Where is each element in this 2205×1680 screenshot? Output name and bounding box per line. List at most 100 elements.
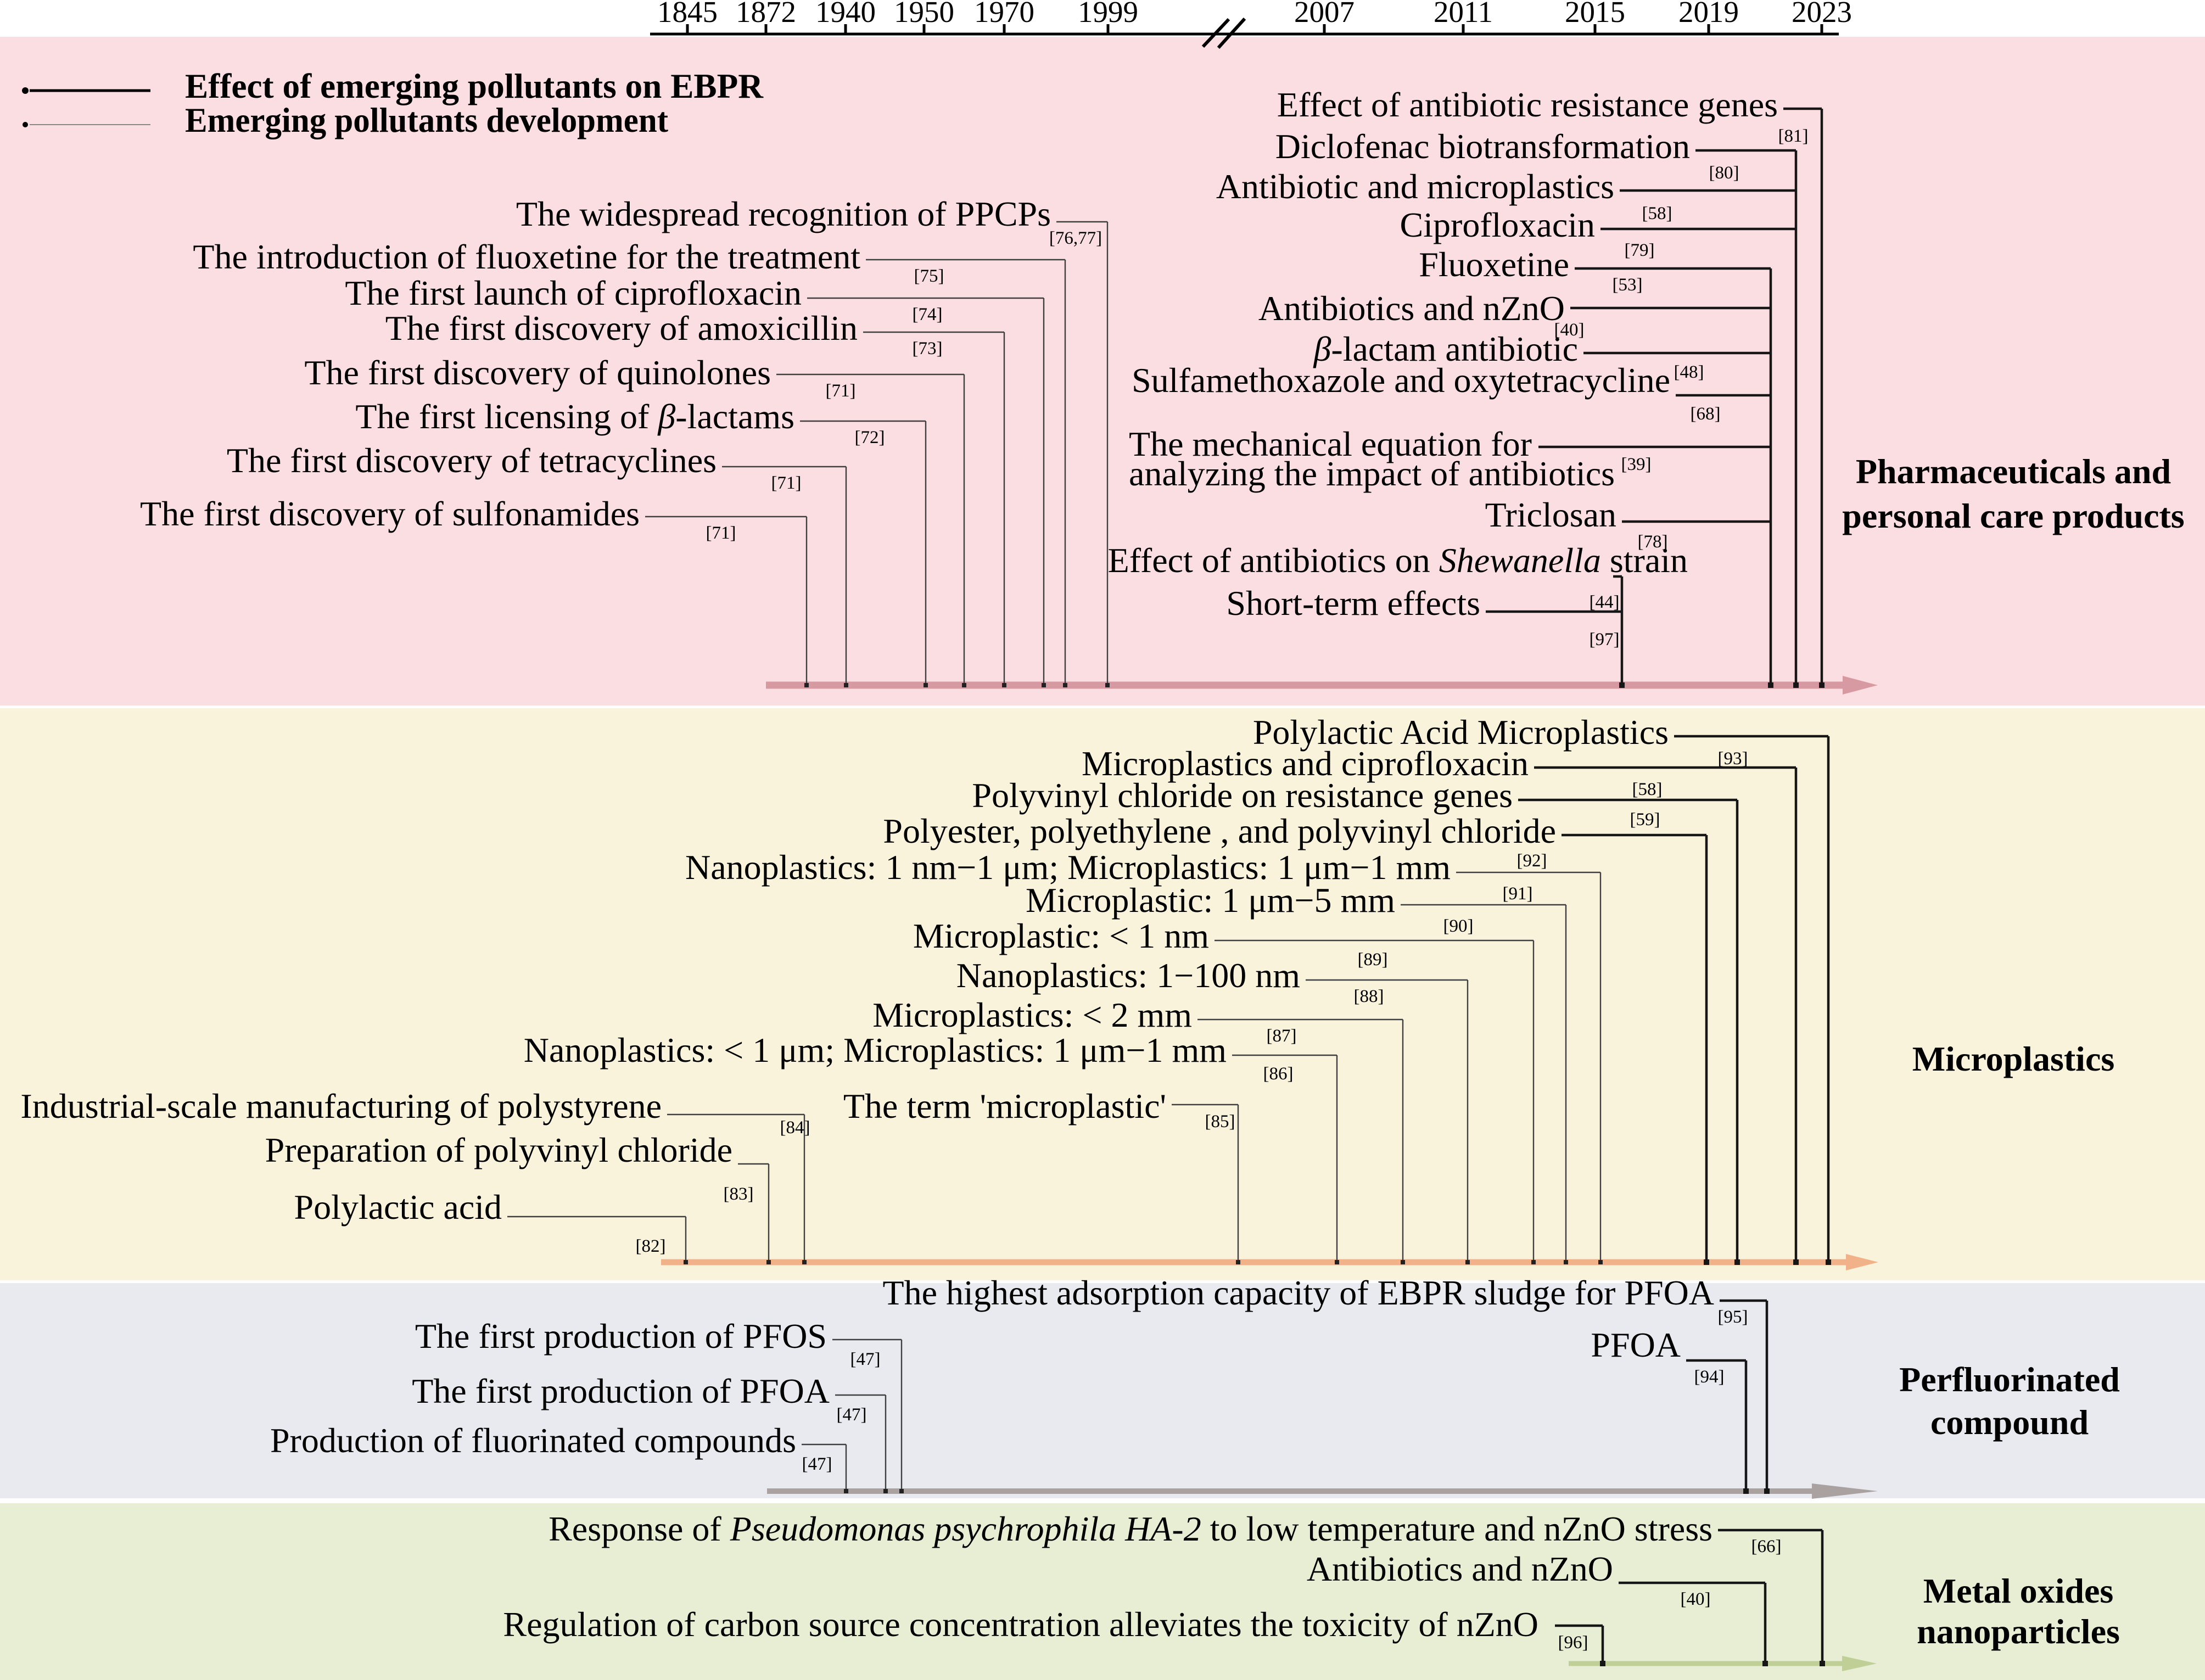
svg-text:[97]: [97]	[1590, 630, 1620, 649]
svg-text:analyzing the impact of antibi: analyzing the impact of antibiotics	[1129, 454, 1615, 493]
svg-text:Microplastics: < 2 mm: Microplastics: < 2 mm	[872, 995, 1192, 1034]
svg-text:Effect of antibiotics on Shewa: Effect of antibiotics on Shewanella stra…	[1108, 541, 1688, 580]
svg-text:The highest adsorption capacit: The highest adsorption capacity of EBPR …	[883, 1273, 1714, 1312]
svg-text:Pharmaceuticals and: Pharmaceuticals and	[1856, 452, 2171, 491]
svg-text:Polylactic Acid Microplastics: Polylactic Acid Microplastics	[1253, 713, 1669, 752]
svg-text:[47]: [47]	[802, 1454, 832, 1474]
svg-text:[84]: [84]	[780, 1118, 810, 1138]
svg-text:[40]: [40]	[1681, 1589, 1711, 1609]
svg-text:Diclofenac biotransformation: Diclofenac biotransformation	[1275, 127, 1690, 166]
svg-text:[90]: [90]	[1443, 916, 1474, 936]
svg-text:The widespread recognition of: The widespread recognition of PPCPs	[516, 194, 1051, 233]
svg-text:[87]: [87]	[1267, 1026, 1297, 1046]
svg-text:[88]: [88]	[1354, 987, 1384, 1006]
svg-text:[71]: [71]	[706, 523, 736, 543]
svg-text:[91]: [91]	[1503, 884, 1533, 904]
svg-text:Regulation of carbon source co: Regulation of carbon source concentratio…	[503, 1605, 1538, 1644]
svg-text:1845: 1845	[657, 0, 718, 29]
svg-text:Microplastic: < 1 nm: Microplastic: < 1 nm	[913, 916, 1209, 955]
svg-text:[40]: [40]	[1554, 320, 1585, 340]
svg-text:Microplastic: 1 μm−5 mm: Microplastic: 1 μm−5 mm	[1026, 881, 1395, 920]
svg-text:[39]: [39]	[1621, 455, 1652, 474]
svg-text:The term 'microplastic': The term 'microplastic'	[843, 1087, 1166, 1125]
svg-text:[53]: [53]	[1613, 275, 1643, 295]
svg-text:Ciprofloxacin: Ciprofloxacin	[1400, 205, 1595, 244]
svg-text:Production of fluorinated comp: Production of fluorinated compounds	[270, 1421, 796, 1460]
svg-text:Nanoplastics: 1 nm−1 μm; Micro: Nanoplastics: 1 nm−1 μm; Microplastics: …	[685, 848, 1451, 887]
svg-text:The first discovery of quinolo: The first discovery of quinolones	[304, 353, 771, 392]
svg-text:Polyvinyl chloride on resistan: Polyvinyl chloride on resistance genes	[972, 776, 1513, 815]
svg-text:1970: 1970	[974, 0, 1034, 29]
svg-text:[68]: [68]	[1691, 404, 1721, 424]
svg-text:[59]: [59]	[1630, 810, 1660, 830]
svg-text:The first discovery of sulfona: The first discovery of sulfonamides	[140, 494, 640, 533]
svg-text:Sulfamethoxazole and oxytetrac: Sulfamethoxazole and oxytetracycline	[1132, 361, 1670, 400]
svg-text:[75]: [75]	[914, 266, 944, 286]
svg-text:[66]: [66]	[1751, 1537, 1782, 1556]
svg-text:compound: compound	[1930, 1403, 2089, 1442]
svg-text:The mechanical equation for: The mechanical equation for	[1129, 424, 1532, 463]
svg-text:2015: 2015	[1565, 0, 1625, 29]
svg-text:[86]: [86]	[1263, 1064, 1294, 1084]
svg-text:[80]: [80]	[1709, 163, 1739, 183]
svg-text:[73]: [73]	[913, 339, 943, 359]
svg-text:1872: 1872	[736, 0, 796, 29]
svg-text:Microplastics: Microplastics	[1912, 1039, 2115, 1078]
svg-text:2023: 2023	[1792, 0, 1852, 29]
svg-text:[71]: [71]	[826, 381, 856, 401]
svg-text:[74]: [74]	[913, 305, 943, 324]
svg-text:The first production of PFOS: The first production of PFOS	[415, 1317, 827, 1356]
svg-text:[95]: [95]	[1718, 1307, 1748, 1327]
svg-text:Metal oxides: Metal oxides	[1923, 1571, 2114, 1610]
svg-text:The first discovery of tetracy: The first discovery of tetracyclines	[227, 441, 717, 480]
svg-text:Perfluorinated: Perfluorinated	[1899, 1360, 2120, 1399]
svg-text:The first discovery of amoxici: The first discovery of amoxicillin	[385, 309, 858, 348]
svg-text:[96]: [96]	[1558, 1633, 1588, 1653]
svg-text:Nanoplastics: 1−100 nm: Nanoplastics: 1−100 nm	[956, 956, 1300, 995]
svg-text:nanoparticles: nanoparticles	[1917, 1612, 2120, 1651]
svg-text:[79]: [79]	[1625, 240, 1655, 260]
svg-text:[44]: [44]	[1590, 592, 1620, 612]
svg-text:β-lactam antibiotic: β-lactam antibiotic	[1313, 329, 1578, 368]
svg-text:[83]: [83]	[724, 1184, 754, 1204]
svg-text:1999: 1999	[1078, 0, 1138, 29]
svg-text:Effect of antibiotic resistanc: Effect of antibiotic resistance genes	[1277, 85, 1778, 124]
svg-text:The first launch of ciprofloxa: The first launch of ciprofloxacin	[345, 273, 802, 312]
svg-text:2007: 2007	[1294, 0, 1355, 29]
svg-text:[94]: [94]	[1694, 1367, 1725, 1387]
svg-text:Short-term effects: Short-term effects	[1226, 584, 1480, 623]
svg-text:The first production of PFOA: The first production of PFOA	[412, 1371, 830, 1410]
svg-text:Preparation of polyvinyl chlor: Preparation of polyvinyl chloride	[265, 1130, 732, 1169]
svg-text:2011: 2011	[1434, 0, 1493, 29]
svg-text:personal care products: personal care products	[1842, 496, 2184, 535]
svg-text:Antibiotics and nZnO: Antibiotics and nZnO	[1258, 289, 1565, 328]
svg-text:[48]: [48]	[1674, 362, 1704, 382]
svg-text:[93]: [93]	[1718, 749, 1748, 769]
svg-text:Response of Pseudomonas psychr: Response of Pseudomonas psychrophila HA-…	[549, 1509, 1712, 1548]
svg-text:Industrial-scale manufacturing: Industrial-scale manufacturing of polyst…	[20, 1087, 662, 1125]
svg-text:1950: 1950	[894, 0, 954, 29]
svg-text:[89]: [89]	[1358, 950, 1388, 970]
svg-text:Effect of emerging pollutants: Effect of emerging pollutants on EBPR	[185, 66, 764, 105]
svg-text:The first licensing of β-lacta: The first licensing of β-lactams	[355, 397, 794, 436]
svg-text:[58]: [58]	[1642, 204, 1672, 223]
svg-text:[47]: [47]	[837, 1405, 867, 1425]
svg-text:[58]: [58]	[1632, 780, 1663, 799]
svg-text:Nanoplastics: < 1 μm; Micropla: Nanoplastics: < 1 μm; Microplastics: 1 μ…	[524, 1031, 1227, 1069]
svg-text:[81]: [81]	[1778, 126, 1809, 146]
svg-text:PFOA: PFOA	[1591, 1325, 1681, 1364]
svg-text:Microplastics and ciprofloxaci: Microplastics and ciprofloxacin	[1082, 744, 1529, 783]
svg-text:2019: 2019	[1678, 0, 1739, 29]
svg-text:Polylactic acid: Polylactic acid	[294, 1188, 502, 1227]
svg-text:Antibiotic and microplastics: Antibiotic and microplastics	[1216, 167, 1614, 206]
svg-text:The introduction of fluoxetine: The introduction of fluoxetine for the t…	[193, 237, 860, 276]
svg-text:[76,77]: [76,77]	[1049, 228, 1102, 248]
svg-text:Triclosan: Triclosan	[1485, 495, 1616, 534]
svg-text:[92]: [92]	[1517, 851, 1547, 871]
svg-text:[71]: [71]	[771, 473, 802, 493]
svg-text:1940: 1940	[815, 0, 876, 29]
svg-text:Fluoxetine: Fluoxetine	[1419, 245, 1569, 284]
svg-text:[85]: [85]	[1205, 1112, 1235, 1132]
svg-text:Polyester, polyethylene , and: Polyester, polyethylene , and polyvinyl …	[883, 811, 1556, 850]
svg-text:[72]: [72]	[855, 428, 885, 447]
